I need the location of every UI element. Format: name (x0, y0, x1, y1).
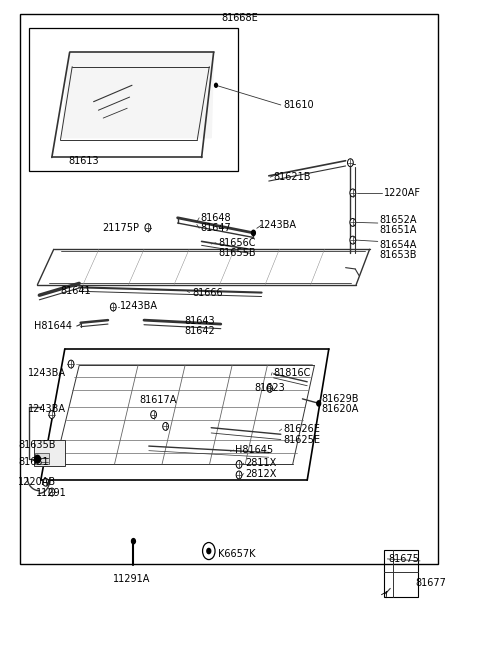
Circle shape (350, 189, 356, 197)
Text: H81645: H81645 (235, 445, 273, 455)
Text: 81647: 81647 (201, 223, 231, 234)
Text: 1243BA: 1243BA (120, 300, 158, 311)
Text: 81626E: 81626E (283, 424, 320, 434)
Text: 11291A: 11291A (113, 573, 151, 584)
Circle shape (68, 360, 74, 368)
Text: 1220AF: 1220AF (384, 188, 421, 198)
Text: 81625E: 81625E (283, 434, 320, 445)
Text: K6657K: K6657K (218, 549, 256, 560)
Text: 1220AB: 1220AB (18, 477, 56, 487)
Text: 81623: 81623 (254, 383, 285, 394)
Circle shape (35, 455, 40, 463)
Text: 81641: 81641 (60, 286, 91, 297)
Circle shape (252, 230, 255, 236)
Text: 81613: 81613 (69, 155, 99, 166)
Circle shape (151, 411, 156, 419)
Text: 81653B: 81653B (379, 250, 417, 260)
Bar (20, 14, 438, 564)
Circle shape (350, 218, 356, 226)
Text: 81635B: 81635B (18, 440, 56, 450)
Circle shape (110, 303, 116, 311)
Text: 81642: 81642 (185, 326, 216, 337)
Text: 2811X: 2811X (245, 458, 276, 468)
Text: 81655B: 81655B (218, 248, 255, 258)
Circle shape (350, 236, 356, 244)
Circle shape (145, 224, 151, 232)
Circle shape (236, 461, 242, 468)
Text: 81656C: 81656C (218, 237, 255, 248)
Text: H81644: H81644 (34, 321, 72, 331)
Circle shape (43, 478, 48, 486)
Text: 81631: 81631 (18, 457, 49, 467)
Bar (35, 453, 49, 464)
Text: 81643: 81643 (185, 316, 216, 327)
Text: 81620A: 81620A (322, 403, 359, 414)
Text: 81652A: 81652A (379, 215, 417, 226)
Circle shape (317, 401, 321, 406)
Circle shape (215, 83, 217, 87)
Text: 11291: 11291 (36, 487, 67, 498)
Text: 1243BA: 1243BA (28, 404, 66, 415)
Text: 81654A: 81654A (379, 240, 417, 251)
Text: 81816C: 81816C (274, 367, 311, 378)
Text: 81668E: 81668E (222, 13, 258, 24)
Text: 81610: 81610 (283, 100, 314, 110)
Text: 81621B: 81621B (274, 172, 311, 182)
Bar (384, 550, 418, 597)
Circle shape (132, 539, 135, 544)
Circle shape (267, 384, 273, 392)
Text: 81651A: 81651A (379, 225, 417, 236)
Text: 21175P: 21175P (102, 222, 139, 233)
Text: 1243BA: 1243BA (28, 367, 66, 378)
Text: 81666: 81666 (192, 287, 223, 298)
Text: 1243BA: 1243BA (259, 220, 297, 230)
Circle shape (49, 411, 55, 419)
Circle shape (203, 543, 215, 560)
Text: 81629B: 81629B (322, 394, 359, 404)
Text: 2812X: 2812X (245, 468, 276, 479)
Polygon shape (61, 52, 214, 138)
Text: 81617A: 81617A (139, 395, 177, 405)
Circle shape (49, 488, 55, 496)
Text: 81675: 81675 (389, 554, 420, 564)
Circle shape (163, 422, 168, 430)
Text: 81648: 81648 (201, 213, 231, 223)
Circle shape (348, 159, 353, 167)
Circle shape (207, 548, 211, 554)
Bar (29, 28, 238, 171)
Bar (34, 440, 65, 466)
Circle shape (236, 471, 242, 479)
Text: 81677: 81677 (415, 577, 446, 588)
